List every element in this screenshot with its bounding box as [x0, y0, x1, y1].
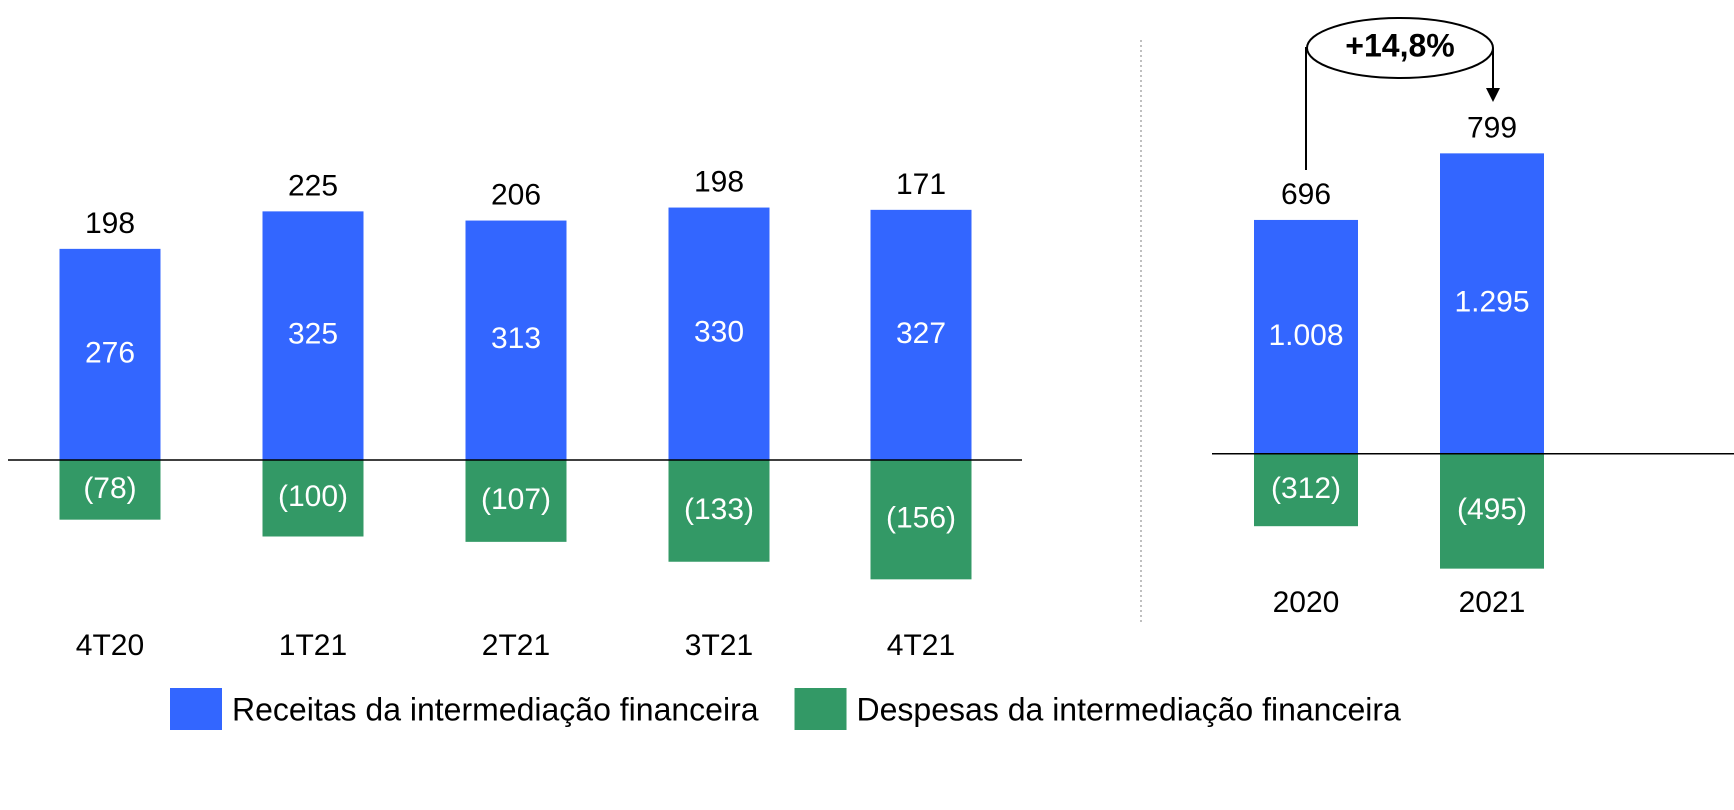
growth-annotation: +14,8% [1305, 17, 1500, 170]
value-label: 327 [896, 317, 946, 350]
bar [262, 460, 364, 537]
total-label: 198 [694, 165, 744, 198]
value-label: 330 [694, 316, 744, 349]
bar [465, 220, 567, 460]
value-label: 1.295 [1454, 286, 1529, 319]
bar [1254, 453, 1358, 527]
total-label: 799 [1467, 111, 1517, 144]
bar [870, 209, 972, 460]
legend-swatch [170, 688, 222, 730]
value-label: (133) [684, 493, 754, 526]
value-label: 276 [85, 336, 135, 369]
bar [668, 207, 770, 460]
bar [668, 460, 770, 562]
x-tick-label: 4T20 [76, 629, 144, 662]
x-tick-label: 1T21 [279, 629, 347, 662]
total-label: 225 [288, 169, 338, 202]
arrow-head [1486, 88, 1500, 102]
bar [1254, 219, 1358, 454]
bar [59, 248, 161, 460]
value-label: (100) [278, 480, 348, 513]
x-tick-label: 2020 [1273, 586, 1340, 619]
annotation: +14,8% [1345, 27, 1454, 63]
x-tick-label: 4T21 [887, 629, 955, 662]
bar [870, 460, 972, 580]
bar [262, 211, 364, 460]
total-label: 171 [896, 168, 946, 201]
value-label: (107) [481, 483, 551, 516]
value-label: (78) [83, 472, 136, 505]
bar [465, 460, 567, 542]
annotation-line [1305, 47, 1307, 170]
total-label: 206 [491, 178, 541, 211]
value-label: 325 [288, 318, 338, 351]
total-label: 696 [1281, 178, 1331, 211]
value-label: 1.008 [1268, 319, 1343, 352]
x-tick-label: 3T21 [685, 629, 753, 662]
x-tick-label: 2021 [1459, 586, 1526, 619]
legend-label: Despesas da intermediação financeira [857, 691, 1402, 727]
x-tick-label: 2T21 [482, 629, 550, 662]
value-label: (156) [886, 502, 956, 535]
value-label: 313 [491, 322, 541, 355]
bar [1440, 453, 1544, 569]
legend-label: Receitas da intermediação financeira [232, 691, 759, 727]
value-label: (312) [1271, 472, 1341, 505]
bar [59, 460, 161, 520]
total-label: 198 [85, 207, 135, 240]
value-label: (495) [1457, 493, 1527, 526]
bar [1440, 153, 1544, 454]
legend-swatch [794, 688, 847, 730]
